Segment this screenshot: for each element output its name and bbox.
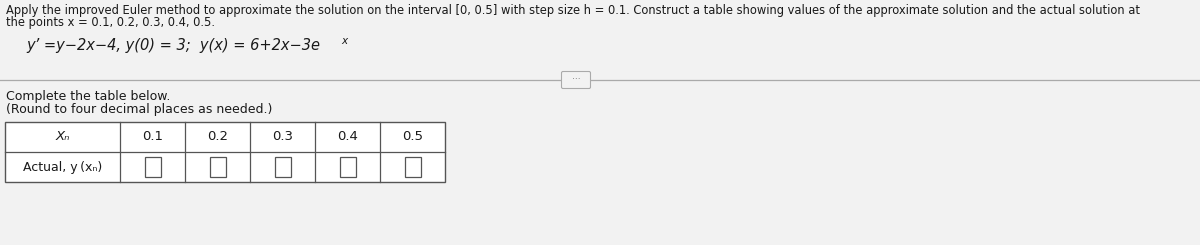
Text: ···: ··· [571,75,581,85]
Bar [144,157,161,177]
FancyBboxPatch shape [562,72,590,88]
Text: x: x [341,36,347,46]
Text: Actual, y (xₙ): Actual, y (xₙ) [23,160,102,173]
Text: Complete the table below.: Complete the table below. [6,90,170,103]
Text: Apply the improved Euler method to approximate the solution on the interval [0, : Apply the improved Euler method to appro… [6,4,1140,17]
Text: (Round to four decimal places as needed.): (Round to four decimal places as needed.… [6,103,272,116]
Text: 0.2: 0.2 [208,131,228,144]
Text: 0.4: 0.4 [337,131,358,144]
Bar [404,157,420,177]
Text: 0.5: 0.5 [402,131,424,144]
Text: the points x = 0.1, 0.2, 0.3, 0.4, 0.5.: the points x = 0.1, 0.2, 0.3, 0.4, 0.5. [6,16,215,29]
Text: 0.3: 0.3 [272,131,293,144]
Bar [210,157,226,177]
Bar [275,157,290,177]
Bar [5,122,445,182]
Bar [340,157,355,177]
Text: Xₙ: Xₙ [55,131,70,144]
Text: 0.1: 0.1 [142,131,163,144]
Text: y’ =y−2x−4, y(0) = 3;  y(x) = 6+2x−3e: y’ =y−2x−4, y(0) = 3; y(x) = 6+2x−3e [26,38,320,53]
